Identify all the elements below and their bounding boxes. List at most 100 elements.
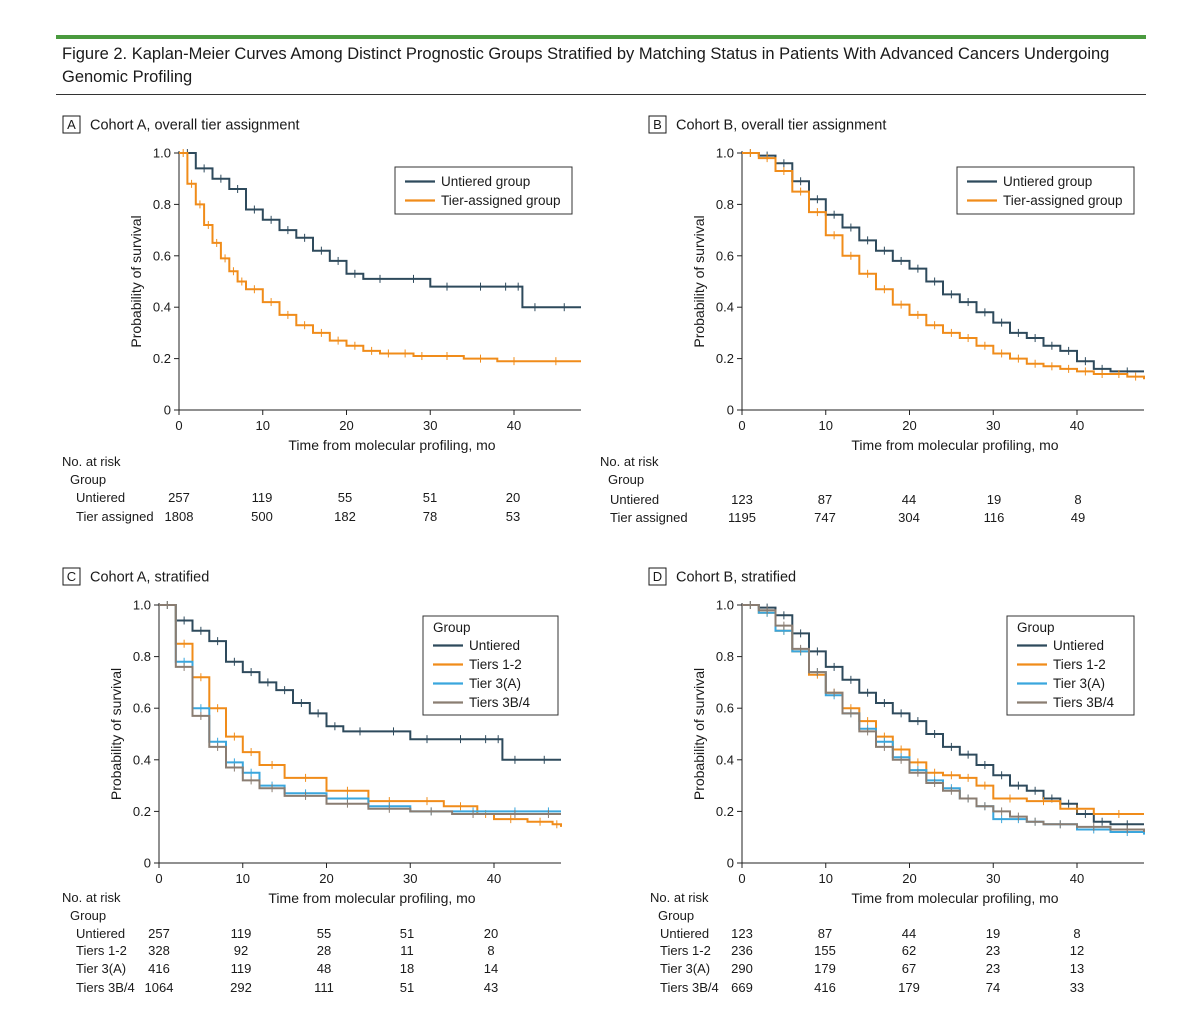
- y-tick-label: 1.0: [716, 146, 734, 161]
- legend-box: [394, 166, 573, 215]
- y-tick-label: 0.6: [716, 248, 734, 263]
- risk-cell: 19: [987, 492, 1001, 507]
- risk-table-title: No. at risk: [650, 890, 709, 905]
- series-line-tiers-3b-4: [742, 604, 1145, 832]
- risk-cell: 28: [317, 943, 331, 958]
- legend-label: Tier 3(A): [1053, 676, 1105, 691]
- risk-table-group-header: Group: [658, 908, 694, 923]
- panel-letter-box: [62, 115, 81, 134]
- panel-letter: D: [653, 569, 662, 584]
- risk-cell: 51: [423, 490, 437, 505]
- risk-cell: 92: [234, 943, 248, 958]
- risk-cell: 51: [400, 926, 414, 941]
- risk-cell: 49: [1071, 510, 1085, 525]
- risk-cell: 119: [231, 961, 252, 976]
- x-tick-label: 0: [738, 418, 745, 433]
- risk-cell: 20: [506, 490, 520, 505]
- legend-label: Tiers 3B/4: [1053, 695, 1115, 710]
- y-tick-label: 0: [144, 856, 151, 871]
- x-tick-label: 30: [986, 871, 1000, 886]
- legend-label: Tiers 1-2: [469, 657, 522, 672]
- risk-cell: 669: [731, 980, 753, 995]
- risk-cell: 12: [1070, 943, 1084, 958]
- x-tick-label: 10: [819, 871, 833, 886]
- y-tick-label: 0.8: [133, 649, 151, 664]
- y-tick-label: 0.2: [133, 804, 151, 819]
- x-axis-label: Time from molecular profiling, mo: [851, 890, 1058, 906]
- risk-cell: 13: [1070, 961, 1084, 976]
- risk-cell: 1064: [145, 980, 174, 995]
- y-tick-label: 0: [727, 856, 734, 871]
- panel-letter-box: [648, 567, 667, 586]
- risk-cell: 747: [814, 510, 836, 525]
- risk-cell: 53: [506, 509, 520, 524]
- risk-cell: 304: [898, 510, 920, 525]
- risk-cell: 1195: [728, 510, 756, 525]
- panel-title: Cohort B, overall tier assignment: [676, 118, 886, 134]
- panel-title: Cohort B, stratified: [676, 570, 796, 586]
- panel-title: Cohort A, overall tier assignment: [90, 118, 300, 134]
- risk-cell: 119: [252, 490, 273, 505]
- risk-cell: 119: [231, 926, 252, 941]
- x-tick-label: 40: [1070, 871, 1084, 886]
- x-tick-label: 30: [986, 418, 1000, 433]
- risk-row-label: Untiered: [660, 926, 709, 941]
- x-axis-label: Time from molecular profiling, mo: [268, 890, 475, 906]
- risk-cell: 78: [423, 509, 437, 524]
- panel-letter-box: [648, 115, 667, 134]
- panel-b: B Cohort B, overall tier assignment 0 0.2 0.…: [600, 115, 1145, 525]
- panel-letter: C: [67, 569, 76, 584]
- risk-cell: 179: [814, 961, 836, 976]
- legend-title: Group: [433, 620, 471, 635]
- y-axis-label: Probability of survival: [128, 215, 144, 347]
- y-tick-label: 0.4: [716, 300, 734, 315]
- risk-row-label: Tier 3(A): [76, 961, 126, 976]
- panel-title: Cohort A, stratified: [90, 570, 209, 586]
- risk-cell: 290: [731, 961, 753, 976]
- risk-table-group-header: Group: [70, 908, 106, 923]
- legend-label: Untiered: [1053, 638, 1104, 653]
- risk-cell: 155: [814, 943, 836, 958]
- series-line-tier-assigned-group: [742, 152, 1145, 380]
- y-tick-label: 1.0: [716, 598, 734, 613]
- risk-cell: 8: [1073, 926, 1080, 941]
- series-line-tier-assigned-group: [179, 152, 581, 363]
- risk-cell: 67: [902, 961, 916, 976]
- figure-title: Figure 2. Kaplan-Meier Curves Among Dist…: [62, 45, 1110, 86]
- y-axis-label: Probability of survival: [108, 668, 124, 800]
- risk-row-label: Tiers 1-2: [660, 943, 711, 958]
- legend-label: Tier-assigned group: [441, 193, 561, 208]
- risk-cell: 123: [731, 492, 753, 507]
- y-tick-label: 0.4: [153, 300, 171, 315]
- x-tick-label: 30: [423, 418, 437, 433]
- y-tick-label: 0.8: [716, 197, 734, 212]
- x-tick-label: 0: [155, 871, 162, 886]
- series-line-tiers-1-2: [159, 604, 562, 827]
- risk-row-label: Tiers 3B/4: [76, 980, 135, 995]
- risk-cell: 8: [1074, 492, 1081, 507]
- risk-cell: 123: [731, 926, 753, 941]
- legend-title: Group: [1017, 620, 1055, 635]
- risk-row-label: Tier assigned: [610, 510, 688, 525]
- risk-cell: 8: [487, 943, 494, 958]
- risk-cell: 182: [334, 509, 356, 524]
- risk-cell: 44: [902, 492, 916, 507]
- risk-table-group-header: Group: [70, 472, 106, 487]
- risk-cell: 55: [338, 490, 352, 505]
- risk-cell: 23: [986, 961, 1000, 976]
- risk-cell: 20: [484, 926, 498, 941]
- legend-label: Tiers 3B/4: [469, 695, 531, 710]
- risk-cell: 87: [818, 926, 832, 941]
- y-tick-label: 0.4: [716, 752, 734, 767]
- title-accent-bar: [56, 35, 1146, 39]
- risk-table-group-header: Group: [608, 472, 644, 487]
- risk-row-label: Tier assigned: [76, 509, 154, 524]
- x-tick-label: 10: [256, 418, 270, 433]
- panel-letter: B: [653, 117, 662, 132]
- risk-row-label: Tiers 1-2: [76, 943, 127, 958]
- legend-label: Untiered group: [1003, 174, 1092, 189]
- y-tick-label: 0.8: [153, 197, 171, 212]
- panel-d: D Cohort B, stratified 0 0.2 0.4 0.6 0.8 1.0 0 10…: [648, 567, 1145, 995]
- risk-cell: 62: [902, 943, 916, 958]
